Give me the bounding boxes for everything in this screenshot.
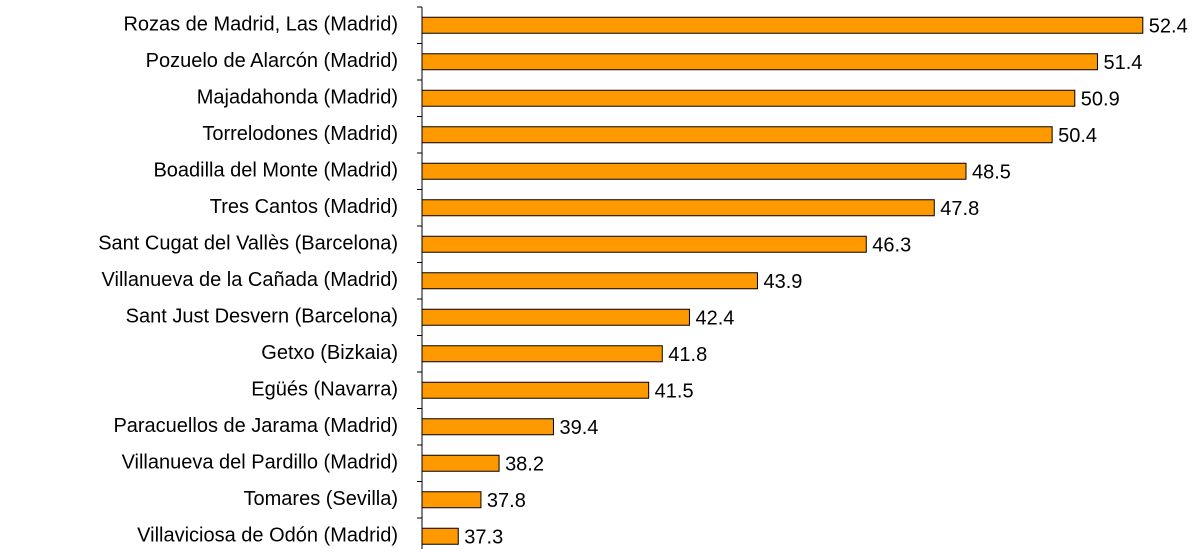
bar (421, 527, 459, 545)
bar (421, 16, 1144, 34)
y-tick-label: Paracuellos de Jarama (Madrid) (113, 415, 398, 437)
value-label: 50.4 (1058, 125, 1097, 147)
value-label: 39.4 (559, 417, 598, 439)
bar (421, 381, 650, 399)
bar (421, 454, 500, 472)
value-label: 47.8 (940, 198, 979, 220)
bar (421, 89, 1076, 107)
y-tick-label: Villaviciosa de Odón (Madrid) (137, 525, 398, 547)
bar (421, 235, 867, 253)
bar (421, 418, 554, 436)
bar (421, 345, 663, 363)
value-label: 43.9 (763, 271, 802, 293)
y-tick-label: Villanueva de la Cañada (Madrid) (102, 269, 398, 291)
value-label: 41.8 (668, 344, 707, 366)
y-tick-label: Egüés (Navarra) (251, 379, 398, 401)
value-label: 50.9 (1081, 89, 1120, 111)
y-tick-label: Tres Cantos (Madrid) (210, 196, 398, 218)
bar (421, 53, 1098, 71)
value-label: 42.4 (695, 308, 734, 330)
y-tick-label: Getxo (Bizkaia) (261, 342, 398, 364)
value-label: 41.5 (655, 381, 694, 403)
value-label: 51.4 (1103, 52, 1142, 74)
y-tick-label: Pozuelo de Alarcón (Madrid) (146, 50, 398, 72)
y-tick-label: Rozas de Madrid, Las (Madrid) (123, 14, 398, 36)
bar (421, 199, 935, 217)
y-tick-label: Majadahonda (Madrid) (197, 87, 398, 109)
y-tick-label: Tomares (Sevilla) (244, 488, 398, 510)
y-tick-label: Villanueva del Pardillo (Madrid) (122, 452, 398, 474)
y-tick-label: Sant Just Desvern (Barcelona) (126, 306, 398, 328)
bar (421, 272, 758, 290)
bar (421, 491, 482, 509)
y-tick-label: Torrelodones (Madrid) (202, 123, 398, 145)
value-label: 46.3 (872, 235, 911, 257)
bar (421, 126, 1053, 144)
value-label: 37.3 (464, 527, 503, 549)
value-label: 48.5 (972, 162, 1011, 184)
value-label: 37.8 (487, 490, 526, 512)
y-tick-label: Boadilla del Monte (Madrid) (153, 160, 398, 182)
value-label: 38.2 (505, 454, 544, 476)
bar (421, 308, 690, 326)
bar (421, 162, 967, 180)
value-label: 52.4 (1149, 16, 1188, 38)
y-tick-label: Sant Cugat del Vallès (Barcelona) (98, 233, 398, 255)
